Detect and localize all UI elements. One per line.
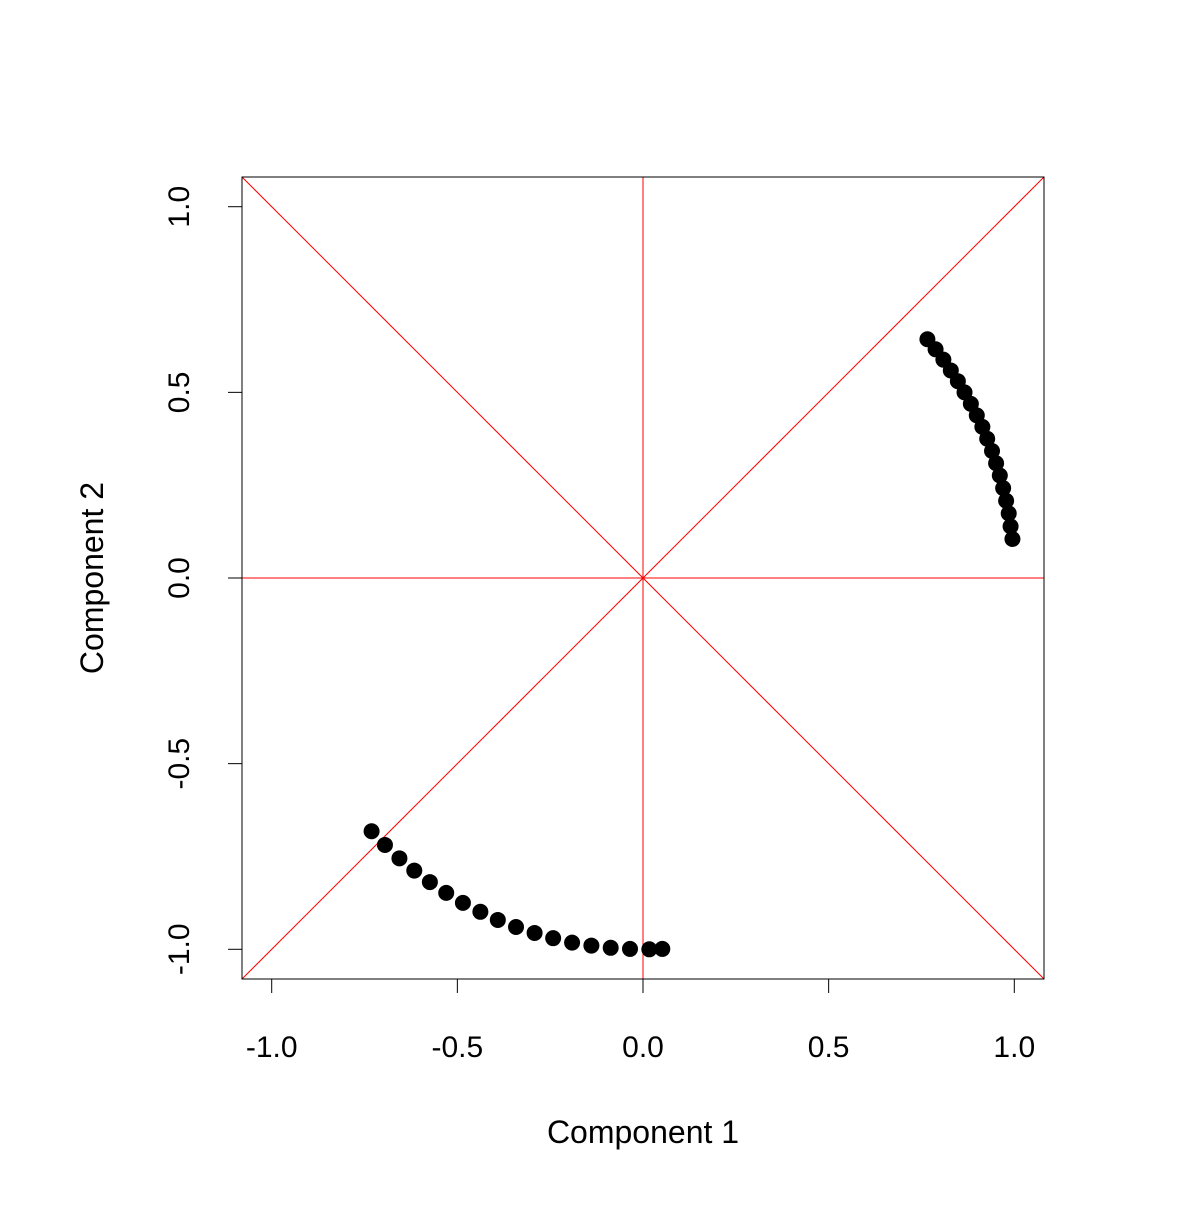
point [641, 941, 658, 958]
y-tick-label: 0.0 [163, 557, 196, 599]
y-tick-label: 1.0 [163, 186, 196, 228]
point [602, 939, 619, 956]
y-tick-label: 0.5 [163, 371, 196, 413]
x-tick-label: -0.5 [432, 1031, 484, 1064]
point [1000, 505, 1017, 522]
point [991, 467, 1008, 484]
point [545, 930, 562, 947]
point [622, 940, 639, 957]
reference-line [242, 177, 1044, 979]
point [583, 937, 600, 954]
y-tick-label: -1.0 [163, 923, 196, 975]
x-tick-label: 1.0 [993, 1031, 1035, 1064]
point [984, 443, 1001, 460]
point [454, 894, 471, 911]
reference-lines [242, 177, 1044, 979]
point [526, 924, 543, 941]
point [998, 492, 1015, 509]
point [406, 862, 423, 879]
point [363, 823, 380, 840]
y-axis-label: Component 2 [74, 482, 110, 674]
point [472, 903, 489, 920]
point [421, 874, 438, 891]
point [654, 940, 671, 957]
point [489, 911, 506, 928]
y-tick-label: -0.5 [163, 738, 196, 790]
point [376, 836, 393, 853]
point [508, 919, 525, 936]
point [995, 480, 1012, 497]
point [1002, 518, 1019, 535]
point [988, 455, 1005, 472]
point [391, 850, 408, 867]
point [564, 934, 581, 951]
x-tick-label: 0.0 [622, 1031, 664, 1064]
point [1004, 531, 1021, 548]
point [438, 884, 455, 901]
x-tick-label: 0.5 [808, 1031, 850, 1064]
x-axis-label: Component 1 [547, 1114, 739, 1150]
x-tick-label: -1.0 [246, 1031, 298, 1064]
point [979, 430, 996, 447]
